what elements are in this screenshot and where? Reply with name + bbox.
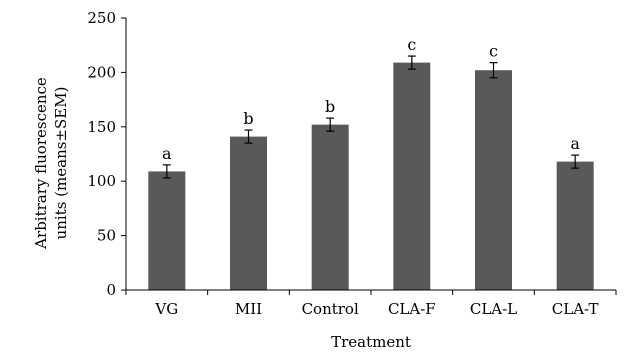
y-tick-label: 200	[87, 63, 116, 81]
significance-label: a	[570, 134, 580, 153]
y-tick-label: 0	[106, 281, 116, 299]
y-ticks-layer: 0 50 100 150 200 250	[87, 9, 126, 299]
y-axis-title-line1: Arbitrary fluorescence	[32, 77, 50, 250]
error-bars-layer	[162, 55, 580, 179]
y-tick-label: 50	[97, 227, 116, 245]
x-tick-label: CLA-T	[552, 300, 599, 318]
significance-label: c	[407, 35, 416, 54]
significance-labels-layer: a b b c c a	[162, 35, 580, 163]
x-tick-label: CLA-F	[388, 300, 436, 318]
significance-label: c	[489, 42, 498, 61]
x-tick-label: Control	[302, 300, 359, 318]
y-axis-title-line2: units (means±SEM)	[52, 87, 70, 240]
bar	[230, 136, 267, 290]
bars-layer	[148, 62, 594, 291]
significance-label: b	[325, 97, 335, 116]
x-tick-label: VG	[154, 300, 178, 318]
bar	[311, 124, 349, 291]
significance-label: a	[162, 144, 172, 163]
bar	[556, 161, 594, 290]
y-tick-label: 100	[87, 172, 116, 190]
bar	[393, 62, 431, 290]
bar	[148, 171, 186, 290]
y-tick-label: 150	[87, 118, 116, 136]
significance-label: b	[243, 109, 253, 128]
bar	[475, 70, 512, 290]
x-axis-title: Treatment	[331, 333, 411, 351]
x-ticks-layer: VG MII Control CLA-F CLA-L CLA-T	[125, 290, 617, 318]
y-tick-label: 250	[87, 9, 116, 27]
x-tick-label: CLA-L	[470, 300, 517, 318]
x-tick-label: MII	[235, 300, 262, 318]
